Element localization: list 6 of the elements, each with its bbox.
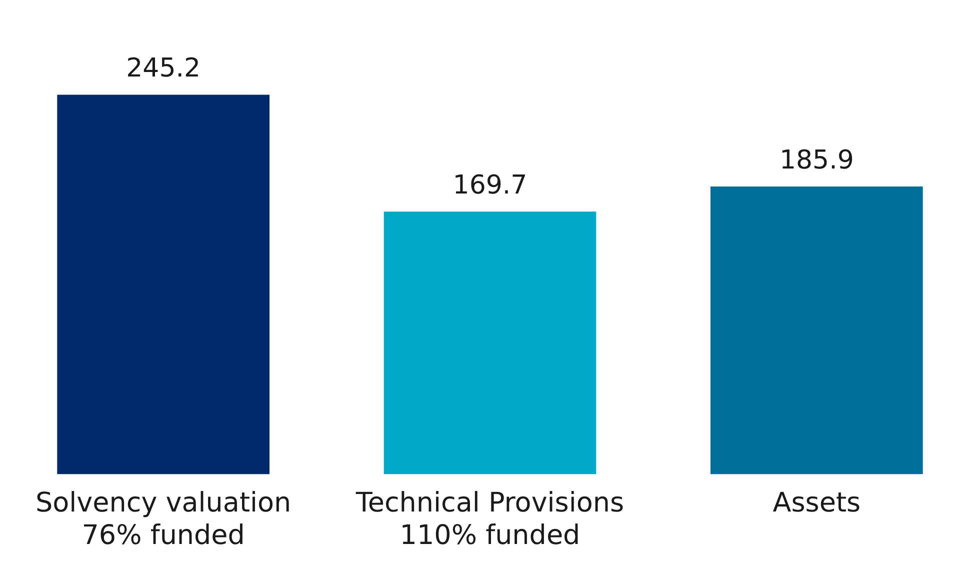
data-label: 169.7 — [452, 170, 528, 200]
data-label: 245.2 — [126, 54, 201, 84]
x-tick-label: Assets — [772, 487, 861, 518]
x-tick-label: Technical Provisions 110% funded — [354, 487, 624, 551]
data-label: 185.9 — [779, 145, 854, 176]
x-tick-label: Solvency valuation 76% funded — [35, 487, 292, 551]
